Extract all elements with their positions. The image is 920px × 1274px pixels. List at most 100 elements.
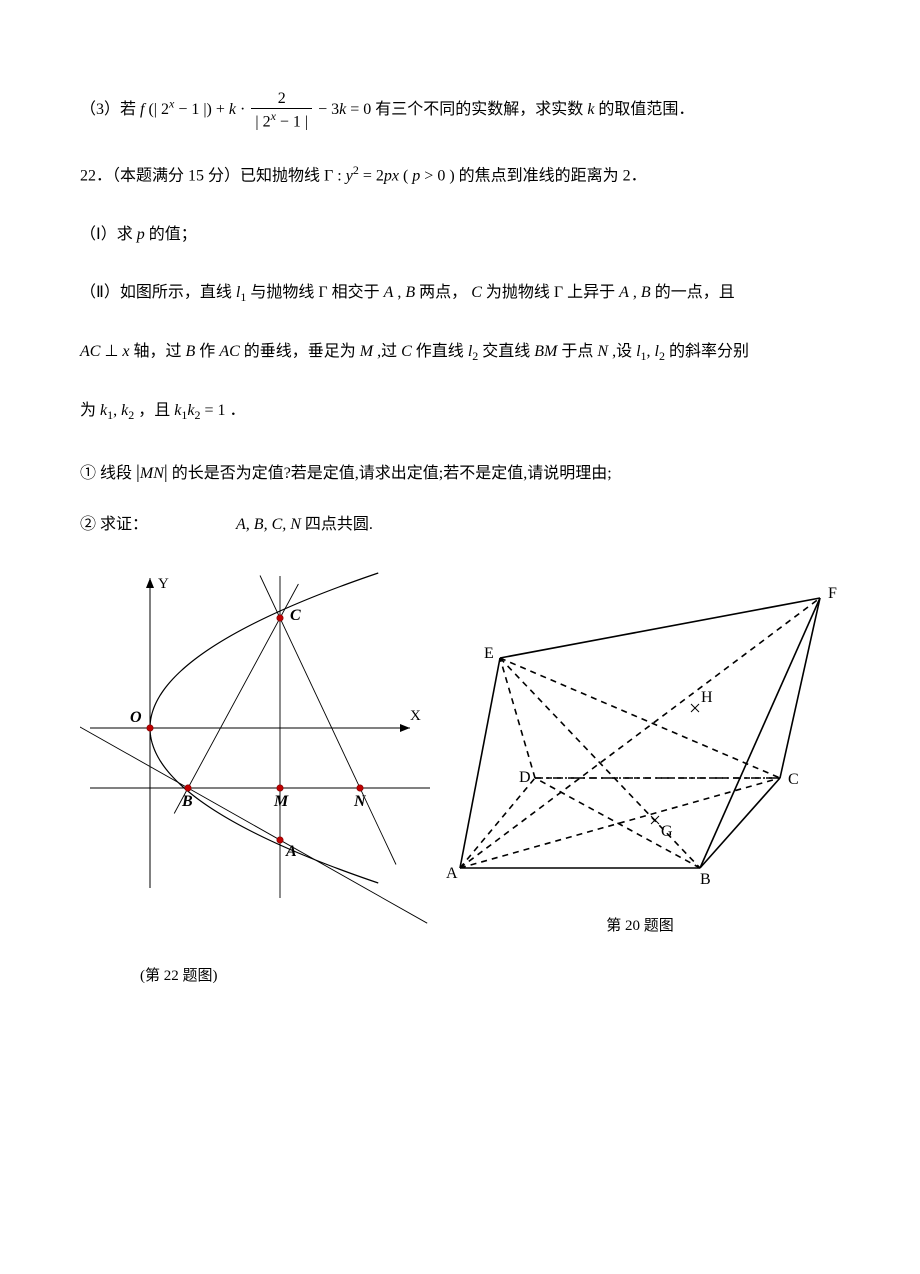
minus3k: − 3k = 0: [318, 101, 371, 118]
arg-open: (| 2x − 1 |): [148, 101, 211, 118]
mid6: 交直线: [482, 343, 534, 360]
C: C: [401, 343, 412, 360]
C: C: [471, 284, 482, 301]
svg-text:H: H: [701, 689, 713, 706]
mid1: 与抛物线 Γ 相交于: [250, 284, 383, 301]
M: M: [360, 343, 373, 360]
p: p: [137, 226, 145, 243]
k2: k: [587, 101, 594, 118]
mid8: ,设: [612, 343, 636, 360]
svg-text:D: D: [519, 769, 531, 786]
mid3: 的垂线，垂足为: [244, 343, 360, 360]
page: （3）若 f (| 2x − 1 |) + k · 2 | 2x − 1 | −…: [0, 0, 920, 1025]
svg-text:C: C: [290, 607, 301, 624]
svg-text:X: X: [410, 708, 421, 724]
text: （3）若: [80, 101, 140, 118]
mid2: 作: [199, 343, 219, 360]
tail: 的值；: [149, 226, 197, 243]
frac-den: | 2x − 1 |: [251, 109, 312, 132]
A: A: [384, 284, 394, 301]
mid4: 的一点，且: [655, 284, 735, 301]
BM: BM: [534, 343, 557, 360]
B2: B: [641, 284, 651, 301]
x: x: [122, 343, 129, 360]
frac-num: 2: [251, 90, 312, 109]
l2sub: 2: [472, 349, 478, 363]
q22-part2-l3: 为 k1, k2 ，且 k1k2 = 1 ．: [80, 396, 840, 427]
mid2: 两点，: [419, 284, 471, 301]
l2bsub: 2: [659, 349, 665, 363]
tail2: 的取值范围．: [598, 101, 694, 118]
q22-part2-l1: （Ⅱ）如图所示，直线 l1 与抛物线 Γ 相交于 A , B 两点， C 为抛物…: [80, 278, 840, 309]
exp2: x: [271, 109, 276, 123]
svg-text:B: B: [700, 871, 711, 888]
svg-text:A: A: [446, 865, 458, 882]
q22-part1: （Ⅰ）求 p 的值；: [80, 220, 840, 250]
k: k: [229, 101, 236, 118]
label: （Ⅱ）如图所示，直线: [80, 284, 236, 301]
perp: ⊥: [104, 343, 122, 360]
fraction: 2 | 2x − 1 |: [251, 90, 312, 131]
fig22-container: OBMNACXY (第 22 题图): [80, 558, 440, 985]
N: N: [597, 343, 608, 360]
fig22-svg: OBMNACXY: [80, 558, 440, 928]
svg-text:C: C: [788, 771, 799, 788]
ac: AC: [80, 343, 100, 360]
A2: A: [619, 284, 629, 301]
MN: MN: [140, 465, 164, 482]
mid9: 的斜率分别: [669, 343, 749, 360]
svg-text:G: G: [661, 823, 673, 840]
fig20-caption: 第 20 题图: [440, 914, 840, 935]
B: B: [405, 284, 415, 301]
k2sub: 2: [128, 408, 134, 422]
pts: A, B, C, N: [236, 516, 301, 533]
B: B: [186, 343, 196, 360]
c2: ,: [629, 284, 641, 301]
AC: AC: [219, 343, 239, 360]
paren: ( p > 0 ): [403, 167, 455, 184]
fig20-svg: A B C D E F G H: [440, 558, 840, 908]
comma: ,: [113, 402, 121, 419]
tail: 四点共圆.: [305, 516, 373, 533]
tail: 的长是否为定值?若是定值,请求出定值;若不是定值,请说明理由;: [172, 465, 612, 482]
exp: x: [169, 97, 174, 111]
q22-part2-l2: AC ⊥ x 轴，过 B 作 AC 的垂线，垂足为 M ,过 C 作直线 l2 …: [80, 337, 840, 368]
pre: 为: [80, 402, 100, 419]
svg-text:N: N: [353, 793, 367, 810]
mid3: 为抛物线 Γ 上异于: [486, 284, 619, 301]
tail: 的焦点到准线的距离为 2．: [459, 167, 647, 184]
svg-text:F: F: [828, 585, 837, 602]
c1: ,: [393, 284, 405, 301]
svg-text:M: M: [273, 793, 289, 810]
eq: = 1 ．: [204, 402, 245, 419]
mid5: 作直线: [416, 343, 468, 360]
fig22-caption: (第 22 题图): [140, 964, 440, 985]
l1sub: 1: [240, 290, 246, 304]
tail: 有三个不同的实数解，求实数: [375, 101, 587, 118]
label: （Ⅰ）求: [80, 226, 137, 243]
q21-part3: （3）若 f (| 2x − 1 |) + k · 2 | 2x − 1 | −…: [80, 90, 840, 131]
figures-row: O B M N A C X Y (第 22 题图) A B C D E F G H 第 20 题图: [80, 558, 840, 985]
svg-text:E: E: [484, 645, 494, 662]
num: 22．（本题满分 15 分）已知抛物线: [80, 167, 324, 184]
fig20-container: A B C D E F G H 第 20 题图: [440, 558, 840, 935]
mid7: 于点: [561, 343, 597, 360]
q22-sub1: ① 线段 |MN| 的长是否为定值?若是定值,请求出定值;若不是定值,请说明理由…: [80, 455, 840, 491]
gamma: Γ :: [324, 167, 346, 184]
mid4: ,过: [377, 343, 401, 360]
svg-text:A: A: [285, 843, 297, 860]
num: ① 线段: [80, 465, 136, 482]
q22-head: 22．（本题满分 15 分）已知抛物线 Γ : y2 = 2px ( p > 0…: [80, 159, 840, 192]
q22-sub2: ② 求证： A, B, C, N 四点共圆.: [80, 510, 840, 540]
comma: ,: [647, 343, 655, 360]
sq: 2: [353, 163, 359, 177]
bar-r: |: [164, 462, 168, 483]
k2bsub: 2: [194, 408, 200, 422]
dot: ·: [240, 101, 249, 118]
mid: ，且: [138, 402, 174, 419]
svg-text:O: O: [130, 709, 142, 726]
svg-text:Y: Y: [158, 576, 169, 592]
f: f: [140, 101, 144, 118]
num: ② 求证：: [80, 516, 148, 533]
mid1: 轴，过: [134, 343, 186, 360]
